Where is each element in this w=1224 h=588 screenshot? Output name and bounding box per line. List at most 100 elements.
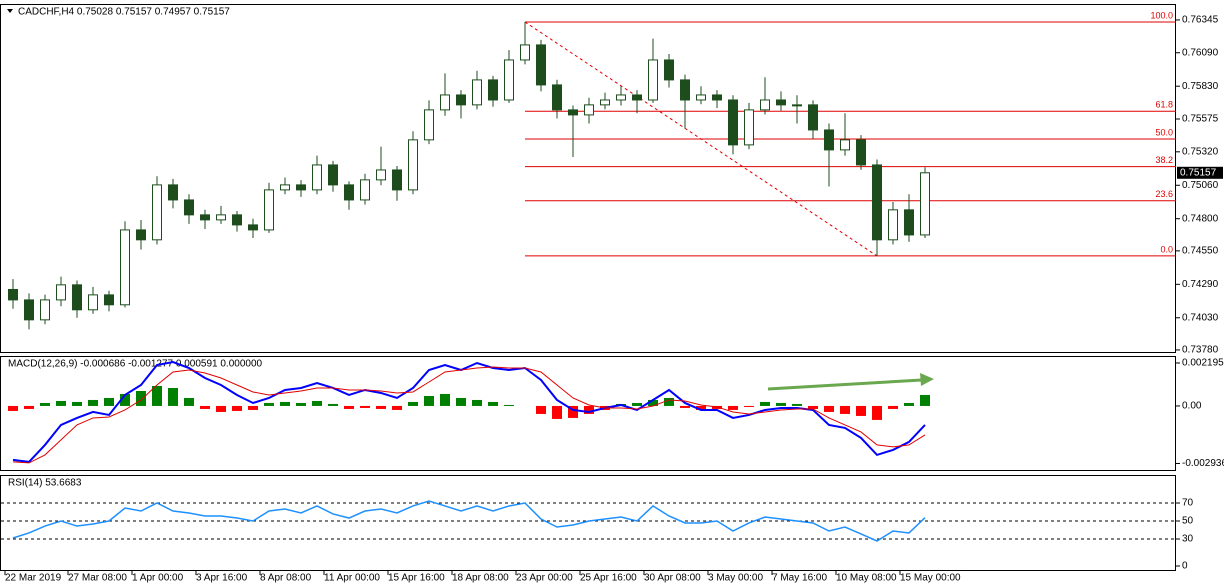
y-tick-label: 50 bbox=[1182, 516, 1194, 527]
candle-body bbox=[184, 199, 194, 216]
histogram-bar bbox=[88, 399, 98, 406]
histogram-bar bbox=[408, 401, 418, 406]
x-tick-label: 3 Apr 16:00 bbox=[196, 573, 248, 584]
y-tick-label: -0.002936 bbox=[1182, 458, 1224, 469]
y-tick-label: 0.00 bbox=[1182, 401, 1202, 412]
histogram-bar bbox=[136, 390, 146, 406]
histogram-bar bbox=[776, 402, 786, 406]
histogram-bar bbox=[488, 401, 498, 406]
y-tick-label: 0.73780 bbox=[1182, 345, 1219, 356]
macd-line bbox=[12, 366, 926, 464]
x-tick-label: 10 May 08:00 bbox=[836, 573, 897, 584]
x-tick-label: 11 Apr 00:00 bbox=[324, 573, 380, 584]
y-tick-label: 0.75320 bbox=[1182, 146, 1219, 157]
candle-body bbox=[280, 184, 290, 191]
histogram-bar bbox=[456, 397, 466, 406]
candle-body bbox=[888, 209, 898, 241]
histogram-bar bbox=[552, 405, 562, 419]
candle-body bbox=[648, 59, 658, 101]
histogram-bar bbox=[40, 402, 50, 406]
candle-body bbox=[872, 164, 882, 241]
candle-body bbox=[904, 209, 914, 236]
histogram-bar bbox=[568, 405, 578, 418]
x-tick-label: 30 Apr 08:00 bbox=[644, 573, 701, 584]
histogram-bar bbox=[824, 405, 834, 412]
menu-icon bbox=[7, 9, 13, 13]
histogram-bar bbox=[24, 405, 34, 409]
y-tick-label: 0.75060 bbox=[1182, 180, 1219, 191]
y-tick-label: 0.74800 bbox=[1182, 213, 1219, 224]
rsi-line bbox=[12, 500, 926, 542]
histogram-bar bbox=[200, 405, 210, 409]
x-tick-label: 23 Apr 00:00 bbox=[516, 573, 573, 584]
y-tick-label: 0.74550 bbox=[1182, 246, 1219, 257]
histogram-bar bbox=[472, 399, 482, 406]
histogram-bar bbox=[248, 405, 258, 410]
candle-body bbox=[8, 288, 18, 301]
candle-body bbox=[360, 179, 370, 201]
chart-title: CADCHF,H4 0.75028 0.75157 0.74957 0.7515… bbox=[18, 7, 230, 18]
main-panel bbox=[0, 4, 1176, 353]
histogram-bar bbox=[104, 397, 114, 406]
candle-body bbox=[664, 59, 674, 81]
candle-body bbox=[840, 139, 850, 151]
y-tick-label: 0.76345 bbox=[1182, 15, 1219, 26]
candle-body bbox=[248, 224, 258, 231]
histogram-bar bbox=[280, 401, 290, 406]
x-tick-label: 15 Apr 16:00 bbox=[388, 573, 445, 584]
candle-body bbox=[920, 172, 930, 236]
candle-body bbox=[824, 129, 834, 151]
candle-body bbox=[776, 99, 786, 106]
candle-body bbox=[40, 299, 50, 321]
histogram-bar bbox=[792, 403, 802, 406]
y-tick-label: 0.74290 bbox=[1182, 279, 1219, 290]
histogram-bar bbox=[168, 387, 178, 406]
histogram-bar bbox=[904, 402, 914, 406]
candle-body bbox=[136, 229, 146, 241]
y-tick-label: 0 bbox=[1182, 561, 1188, 572]
histogram-bar bbox=[728, 405, 738, 410]
histogram-bar bbox=[840, 405, 850, 414]
fib-label: 61.8 bbox=[1155, 100, 1173, 110]
candle-body bbox=[680, 79, 690, 101]
candle-body bbox=[392, 169, 402, 191]
histogram-bar bbox=[184, 397, 194, 406]
y-tick-label: 30 bbox=[1182, 534, 1194, 545]
histogram-bar bbox=[536, 405, 546, 414]
histogram-bar bbox=[232, 405, 242, 411]
candle-body bbox=[792, 104, 802, 107]
candle-body bbox=[152, 184, 162, 241]
histogram-bar bbox=[56, 400, 66, 406]
candle-body bbox=[728, 99, 738, 146]
candle-body bbox=[552, 84, 562, 111]
candle-body bbox=[216, 214, 226, 221]
candle-body bbox=[120, 229, 130, 306]
x-tick-label: 22 Mar 2019 bbox=[5, 573, 62, 584]
histogram-bar bbox=[72, 401, 82, 406]
fib-label: 0.0 bbox=[1160, 244, 1173, 254]
candle-body bbox=[744, 109, 754, 146]
candle-body bbox=[584, 104, 594, 116]
candle-body bbox=[232, 214, 242, 226]
candle-body bbox=[568, 109, 578, 116]
candle-body bbox=[456, 94, 466, 106]
macd-panel bbox=[0, 356, 1176, 471]
candle-body bbox=[296, 184, 306, 191]
histogram-bar bbox=[632, 402, 642, 406]
histogram-bar bbox=[216, 405, 226, 412]
fib-label: 50.0 bbox=[1155, 127, 1173, 137]
x-tick-label: 15 May 00:00 bbox=[900, 573, 961, 584]
candle-body bbox=[808, 104, 818, 131]
histogram-bar bbox=[296, 402, 306, 406]
last-price-label: 0.75157 bbox=[1180, 167, 1217, 178]
rsi-title: RSI(14) 53.6683 bbox=[8, 478, 82, 489]
fib-label: 100.0 bbox=[1150, 10, 1173, 20]
candle-body bbox=[616, 94, 626, 101]
candle-body bbox=[472, 79, 482, 106]
histogram-bar bbox=[648, 399, 658, 406]
fib-label: 38.2 bbox=[1155, 155, 1173, 165]
fib-diagonal bbox=[524, 21, 878, 257]
histogram-bar bbox=[360, 405, 370, 408]
histogram-bar bbox=[264, 402, 274, 406]
